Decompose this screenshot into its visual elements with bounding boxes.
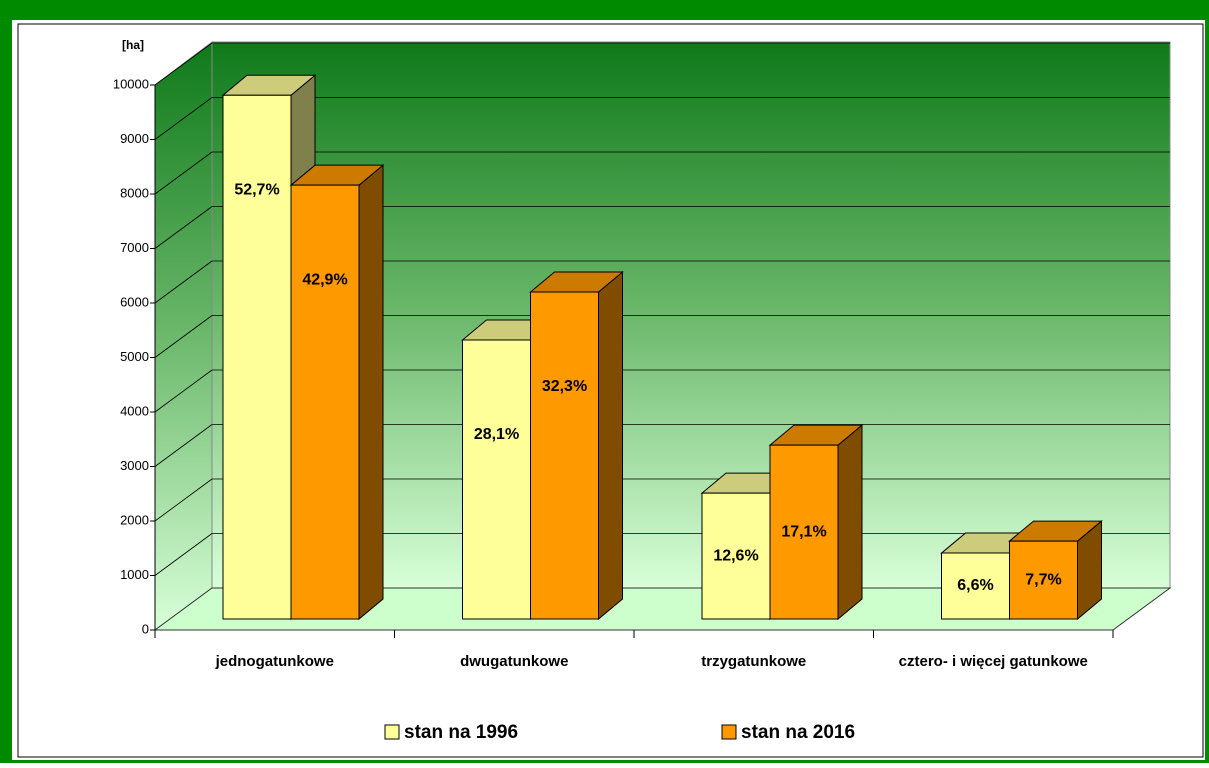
bar xyxy=(289,164,385,621)
grid-line xyxy=(154,424,213,467)
data-label: 17,1% xyxy=(781,523,826,540)
bar-front xyxy=(222,94,292,620)
side-wall xyxy=(154,40,213,631)
bar-front xyxy=(530,291,599,620)
legend-label: stan na 2016 xyxy=(741,722,855,743)
plot-border xyxy=(17,23,1204,758)
bar-side xyxy=(358,164,384,621)
grid-line xyxy=(154,97,213,140)
grid-line xyxy=(154,315,213,358)
grid-line xyxy=(154,478,213,522)
data-label: 6,6% xyxy=(957,577,993,594)
y-tick-label: 5000 xyxy=(120,349,149,364)
data-label: 52,7% xyxy=(234,181,279,198)
bar-front xyxy=(1009,540,1078,620)
grid-line xyxy=(154,533,213,576)
bar xyxy=(1008,519,1103,621)
grid-line xyxy=(154,369,213,413)
y-tick-label: 8000 xyxy=(120,185,149,200)
y-tick-label: 7000 xyxy=(120,240,149,255)
bar xyxy=(529,270,624,621)
legend-swatch xyxy=(384,724,400,740)
data-label: 42,9% xyxy=(302,271,347,288)
bar xyxy=(768,424,864,621)
bar-front xyxy=(462,339,531,620)
grid-line xyxy=(154,260,213,304)
y-tick-label: 3000 xyxy=(120,458,149,473)
legend-label: stan na 1996 xyxy=(404,722,518,743)
data-label: 28,1% xyxy=(474,426,519,443)
y-tick-label: 1000 xyxy=(120,567,149,582)
y-tick-label: 0 xyxy=(142,621,149,636)
bar-side xyxy=(598,270,623,621)
y-tick-label: 2000 xyxy=(120,512,149,527)
legend-swatch xyxy=(721,724,737,740)
x-tick-label: dwugatunkowe xyxy=(460,653,568,670)
floor xyxy=(153,587,1172,631)
y-tick-label: 9000 xyxy=(120,131,149,146)
x-tick-label: jednogatunkowe xyxy=(215,653,334,670)
grid-line xyxy=(154,42,213,86)
bar-front xyxy=(769,444,839,620)
y-axis-label: [ha] xyxy=(122,38,144,52)
y-tick-label: 4000 xyxy=(120,403,149,418)
data-label: 32,3% xyxy=(542,378,587,395)
x-tick-label: cztero- i więcej gatunkowe xyxy=(899,653,1088,670)
y-tick-label: 6000 xyxy=(120,294,149,309)
bar-front xyxy=(290,184,360,620)
bar-side xyxy=(837,424,863,621)
data-label: 7,7% xyxy=(1025,571,1061,588)
y-tick-label: 10000 xyxy=(113,76,149,91)
grid-line xyxy=(154,206,213,249)
x-tick-label: trzygatunkowe xyxy=(701,653,806,670)
data-label: 12,6% xyxy=(713,547,758,564)
grid-line xyxy=(154,151,213,195)
